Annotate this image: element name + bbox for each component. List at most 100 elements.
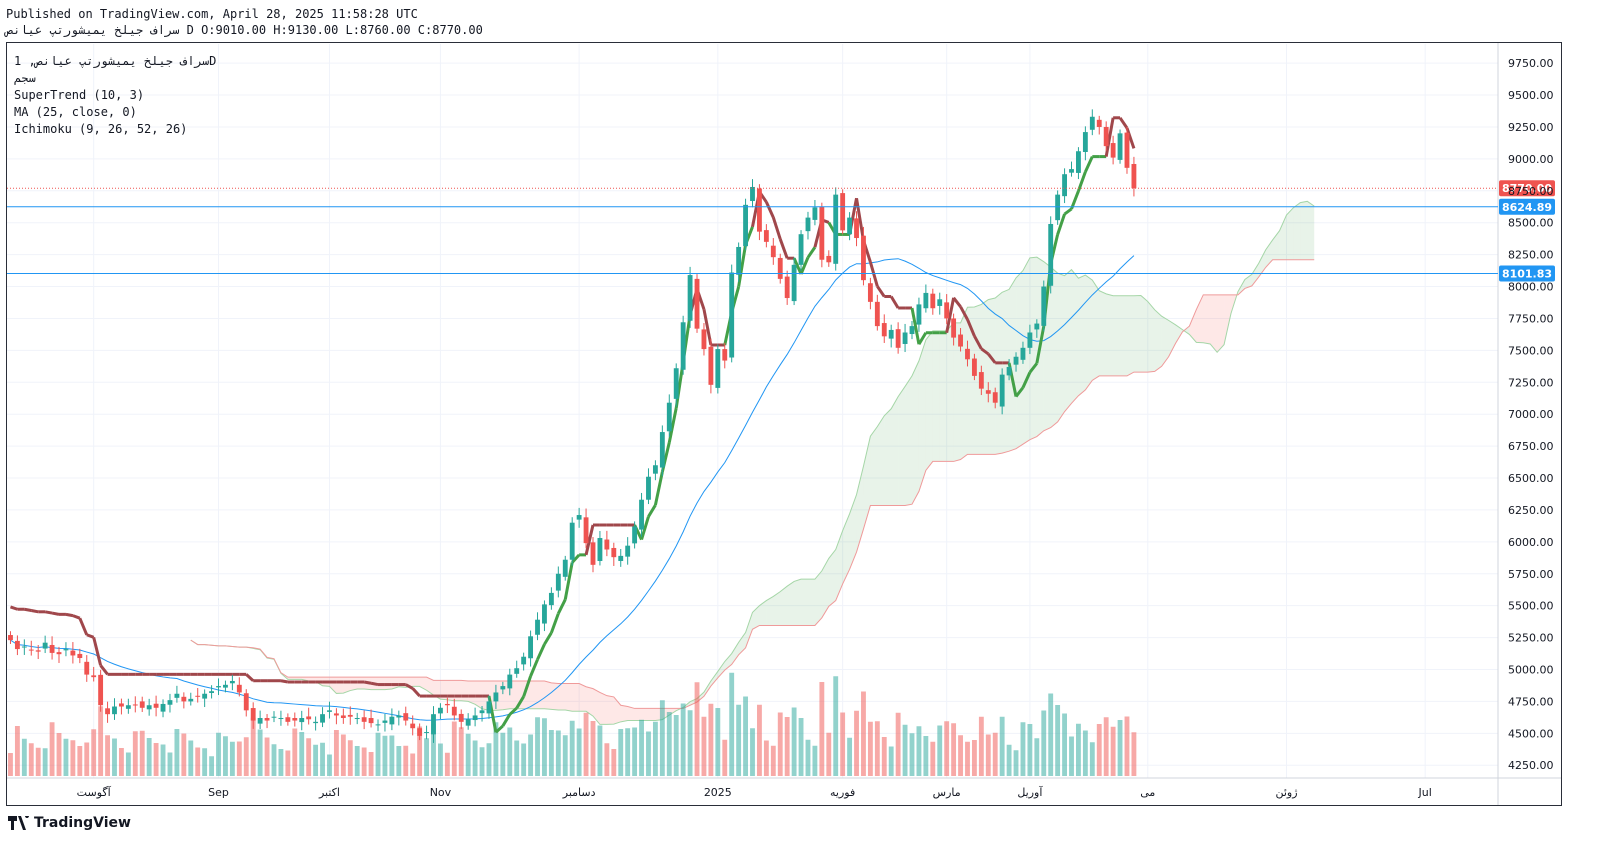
supertrend-segment [405, 683, 414, 690]
volume-bar [618, 729, 624, 776]
volume-bar [694, 682, 700, 776]
supertrend-segment [51, 611, 60, 616]
candle-body [229, 680, 235, 684]
volume-bar [937, 725, 943, 776]
legend-ichimoku[interactable]: Ichimoku (9, 26, 52, 26) [14, 122, 188, 136]
supertrend-segment [952, 296, 962, 308]
candle-body [160, 703, 166, 712]
time-axis-tick: فوریه [830, 786, 855, 799]
ichimoku-cloud-segment [1113, 295, 1121, 376]
ichimoku-cloud-segment [1203, 294, 1211, 344]
supertrend-segment [1063, 207, 1073, 216]
volume-bar [874, 721, 880, 776]
ichimoku-cloud-segment [1154, 309, 1162, 372]
candle-body [243, 693, 249, 711]
supertrend-segment [1028, 362, 1039, 374]
published-caption: Published on TradingView.com, April 28, … [6, 7, 418, 21]
volume-bar [514, 740, 520, 776]
ichimoku-cloud-segment [710, 671, 718, 687]
volume-bar [500, 732, 506, 776]
volume-bar [354, 746, 360, 776]
candle-body [347, 714, 353, 717]
supertrend-segment [868, 261, 879, 287]
candle-body [625, 545, 631, 557]
volume-bar [999, 716, 1005, 776]
volume-bar [777, 712, 783, 776]
candle-body [306, 716, 312, 720]
volume-bar [639, 719, 644, 776]
ichimoku-cloud-segment [1064, 269, 1072, 412]
supertrend-segment [980, 347, 990, 356]
ichimoku-cloud-segment [1009, 277, 1017, 452]
volume-bar [798, 718, 804, 776]
volume-bar [916, 726, 922, 776]
candle-body [209, 691, 215, 693]
supertrend-segment [363, 680, 372, 685]
price-axis-tick: 4250.00 [1508, 759, 1554, 772]
volume-bar [146, 738, 152, 776]
candle-body [1082, 132, 1088, 152]
supertrend-segment [889, 295, 900, 309]
ichimoku-cloud-segment [953, 322, 961, 462]
legend-supertrend[interactable]: SuperTrend (10, 3) [14, 88, 145, 102]
legend-symbol[interactable]: سراف جیلخ یمیشورتپ عیانص, 1D [14, 54, 217, 68]
candle-body [632, 526, 638, 544]
candle-body [223, 684, 228, 688]
supertrend-segment [556, 598, 567, 615]
ichimoku-cloud-segment [634, 708, 642, 721]
volume-bar [861, 691, 866, 776]
volume-bar [646, 731, 651, 776]
candle-body [750, 186, 755, 202]
supertrend-segment [702, 308, 713, 346]
supertrend-segment [765, 201, 775, 218]
supertrend-segment [584, 524, 595, 556]
volume-bar [805, 739, 811, 776]
volume-bar [542, 718, 547, 776]
ichimoku-cloud-segment [606, 695, 614, 725]
volume-bar [28, 743, 34, 776]
candle-body [867, 283, 873, 302]
ichimoku-cloud-segment [433, 680, 441, 700]
ichimoku-cloud-segment [1300, 201, 1308, 260]
supertrend-segment [653, 471, 664, 506]
candle-body [965, 348, 970, 360]
supertrend-segment [536, 643, 546, 661]
volume-bar [784, 717, 790, 776]
ichimoku-cloud-segment [1085, 275, 1093, 390]
tradingview-logo[interactable]: TradingView [8, 815, 131, 831]
supertrend-segment [245, 673, 255, 682]
ichimoku-cloud-segment [447, 680, 455, 701]
ichimoku-cloud-segment [877, 415, 885, 506]
ichimoku-cloud-segment [814, 570, 822, 626]
ichimoku-cloud-segment [960, 307, 968, 460]
price-axis-tick: 6500.00 [1508, 472, 1554, 485]
volume-bar [826, 732, 832, 776]
candle-body [937, 299, 943, 306]
ichimoku-cloud-segment [350, 677, 358, 691]
candle-body [757, 188, 762, 232]
supertrend-segment [1125, 127, 1136, 149]
horizontal-level-label: 8101.83 [1502, 268, 1552, 281]
supertrend-segment [99, 664, 109, 676]
candle-body [861, 235, 866, 281]
volume-bar [763, 740, 769, 776]
ichimoku-span-a [190, 200, 1315, 725]
volume-bar [49, 722, 55, 776]
ichimoku-cloud-segment [724, 653, 732, 671]
candle-body [1089, 116, 1095, 130]
price-axis-tick: 8000.00 [1508, 281, 1554, 294]
candle-body [438, 707, 443, 714]
candle-body [313, 721, 319, 724]
candle-body [646, 476, 651, 500]
candle-body [840, 193, 846, 231]
candle-body [278, 718, 284, 720]
volume-bar [1006, 744, 1012, 776]
ichimoku-cloud-segment [1092, 280, 1100, 381]
candle-body [1110, 143, 1116, 158]
ichimoku-cloud-segment [884, 408, 892, 506]
volume-bar [680, 703, 686, 776]
horizontal-level-label: 8624.89 [1502, 201, 1552, 214]
legend-ma[interactable]: MA (25, close, 0) [14, 105, 137, 119]
volume-bar [750, 728, 755, 776]
